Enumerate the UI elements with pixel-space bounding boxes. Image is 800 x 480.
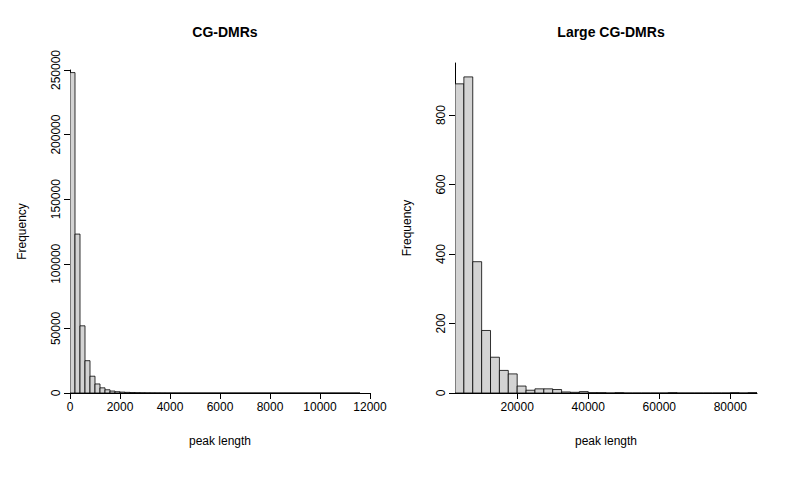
svg-text:600: 600	[434, 174, 448, 194]
svg-text:100000: 100000	[49, 243, 63, 283]
svg-text:4000: 4000	[157, 400, 184, 414]
svg-text:800: 800	[434, 105, 448, 125]
svg-text:150000: 150000	[49, 179, 63, 219]
svg-text:0: 0	[67, 400, 74, 414]
svg-text:0: 0	[49, 389, 63, 396]
svg-text:Frequency: Frequency	[15, 203, 29, 260]
svg-text:Frequency: Frequency	[400, 200, 414, 257]
svg-text:200: 200	[434, 313, 448, 333]
svg-text:50000: 50000	[49, 311, 63, 345]
svg-text:80000: 80000	[714, 400, 748, 414]
svg-text:40000: 40000	[572, 400, 606, 414]
svg-text:20000: 20000	[500, 400, 534, 414]
svg-text:250000: 250000	[49, 50, 63, 90]
svg-text:0: 0	[434, 389, 448, 396]
svg-text:400: 400	[434, 244, 448, 264]
svg-text:60000: 60000	[643, 400, 677, 414]
svg-text:Large CG-DMRs: Large CG-DMRs	[557, 24, 665, 40]
svg-text:peak length: peak length	[575, 434, 637, 448]
svg-text:8000: 8000	[257, 400, 284, 414]
svg-text:6000: 6000	[207, 400, 234, 414]
svg-text:peak length: peak length	[189, 434, 251, 448]
svg-text:CG-DMRs: CG-DMRs	[192, 24, 258, 40]
svg-text:200000: 200000	[49, 114, 63, 154]
svg-text:10000: 10000	[303, 400, 337, 414]
svg-text:2000: 2000	[107, 400, 134, 414]
svg-text:12000: 12000	[353, 400, 387, 414]
